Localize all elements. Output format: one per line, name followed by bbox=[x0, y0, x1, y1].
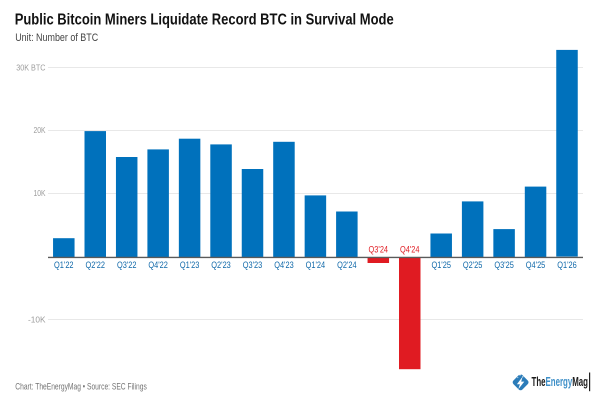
svg-text:Q4'24: Q4'24 bbox=[400, 245, 420, 256]
svg-text:-10K: -10K bbox=[28, 315, 46, 325]
svg-text:20K: 20K bbox=[34, 125, 46, 135]
svg-text:Q1'26: Q1'26 bbox=[557, 260, 577, 271]
svg-text:10K: 10K bbox=[34, 188, 46, 198]
svg-text:Q3'24: Q3'24 bbox=[369, 245, 389, 256]
svg-text:Q3'23: Q3'23 bbox=[243, 260, 263, 271]
svg-text:Q1'22: Q1'22 bbox=[54, 260, 74, 271]
svg-text:Q2'23: Q2'23 bbox=[211, 260, 231, 271]
svg-text:Q2'24: Q2'24 bbox=[337, 260, 357, 271]
svg-text:30K BTC: 30K BTC bbox=[16, 63, 45, 73]
svg-text:Unit: Number of BTC: Unit: Number of BTC bbox=[15, 32, 98, 44]
svg-text:Q3'25: Q3'25 bbox=[494, 260, 514, 271]
svg-text:Q4'25: Q4'25 bbox=[526, 260, 546, 271]
svg-text:Q1'23: Q1'23 bbox=[180, 260, 200, 271]
svg-text:Q4'23: Q4'23 bbox=[274, 260, 294, 271]
svg-text:Q2'25: Q2'25 bbox=[463, 260, 483, 271]
svg-text:Public Bitcoin Miners Liquidat: Public Bitcoin Miners Liquidate Record B… bbox=[15, 12, 394, 29]
svg-text:Q4'22: Q4'22 bbox=[148, 260, 168, 271]
svg-text:Q2'22: Q2'22 bbox=[86, 260, 106, 271]
svg-text:Q1'25: Q1'25 bbox=[431, 260, 451, 271]
svg-text:Q1'24: Q1'24 bbox=[306, 260, 326, 271]
svg-text:Chart: TheEnergyMag • Source:: Chart: TheEnergyMag • Source: SEC Filing… bbox=[15, 381, 147, 391]
svg-text:TheEnergyMag: TheEnergyMag bbox=[532, 374, 589, 389]
svg-text:Q3'22: Q3'22 bbox=[117, 260, 137, 271]
